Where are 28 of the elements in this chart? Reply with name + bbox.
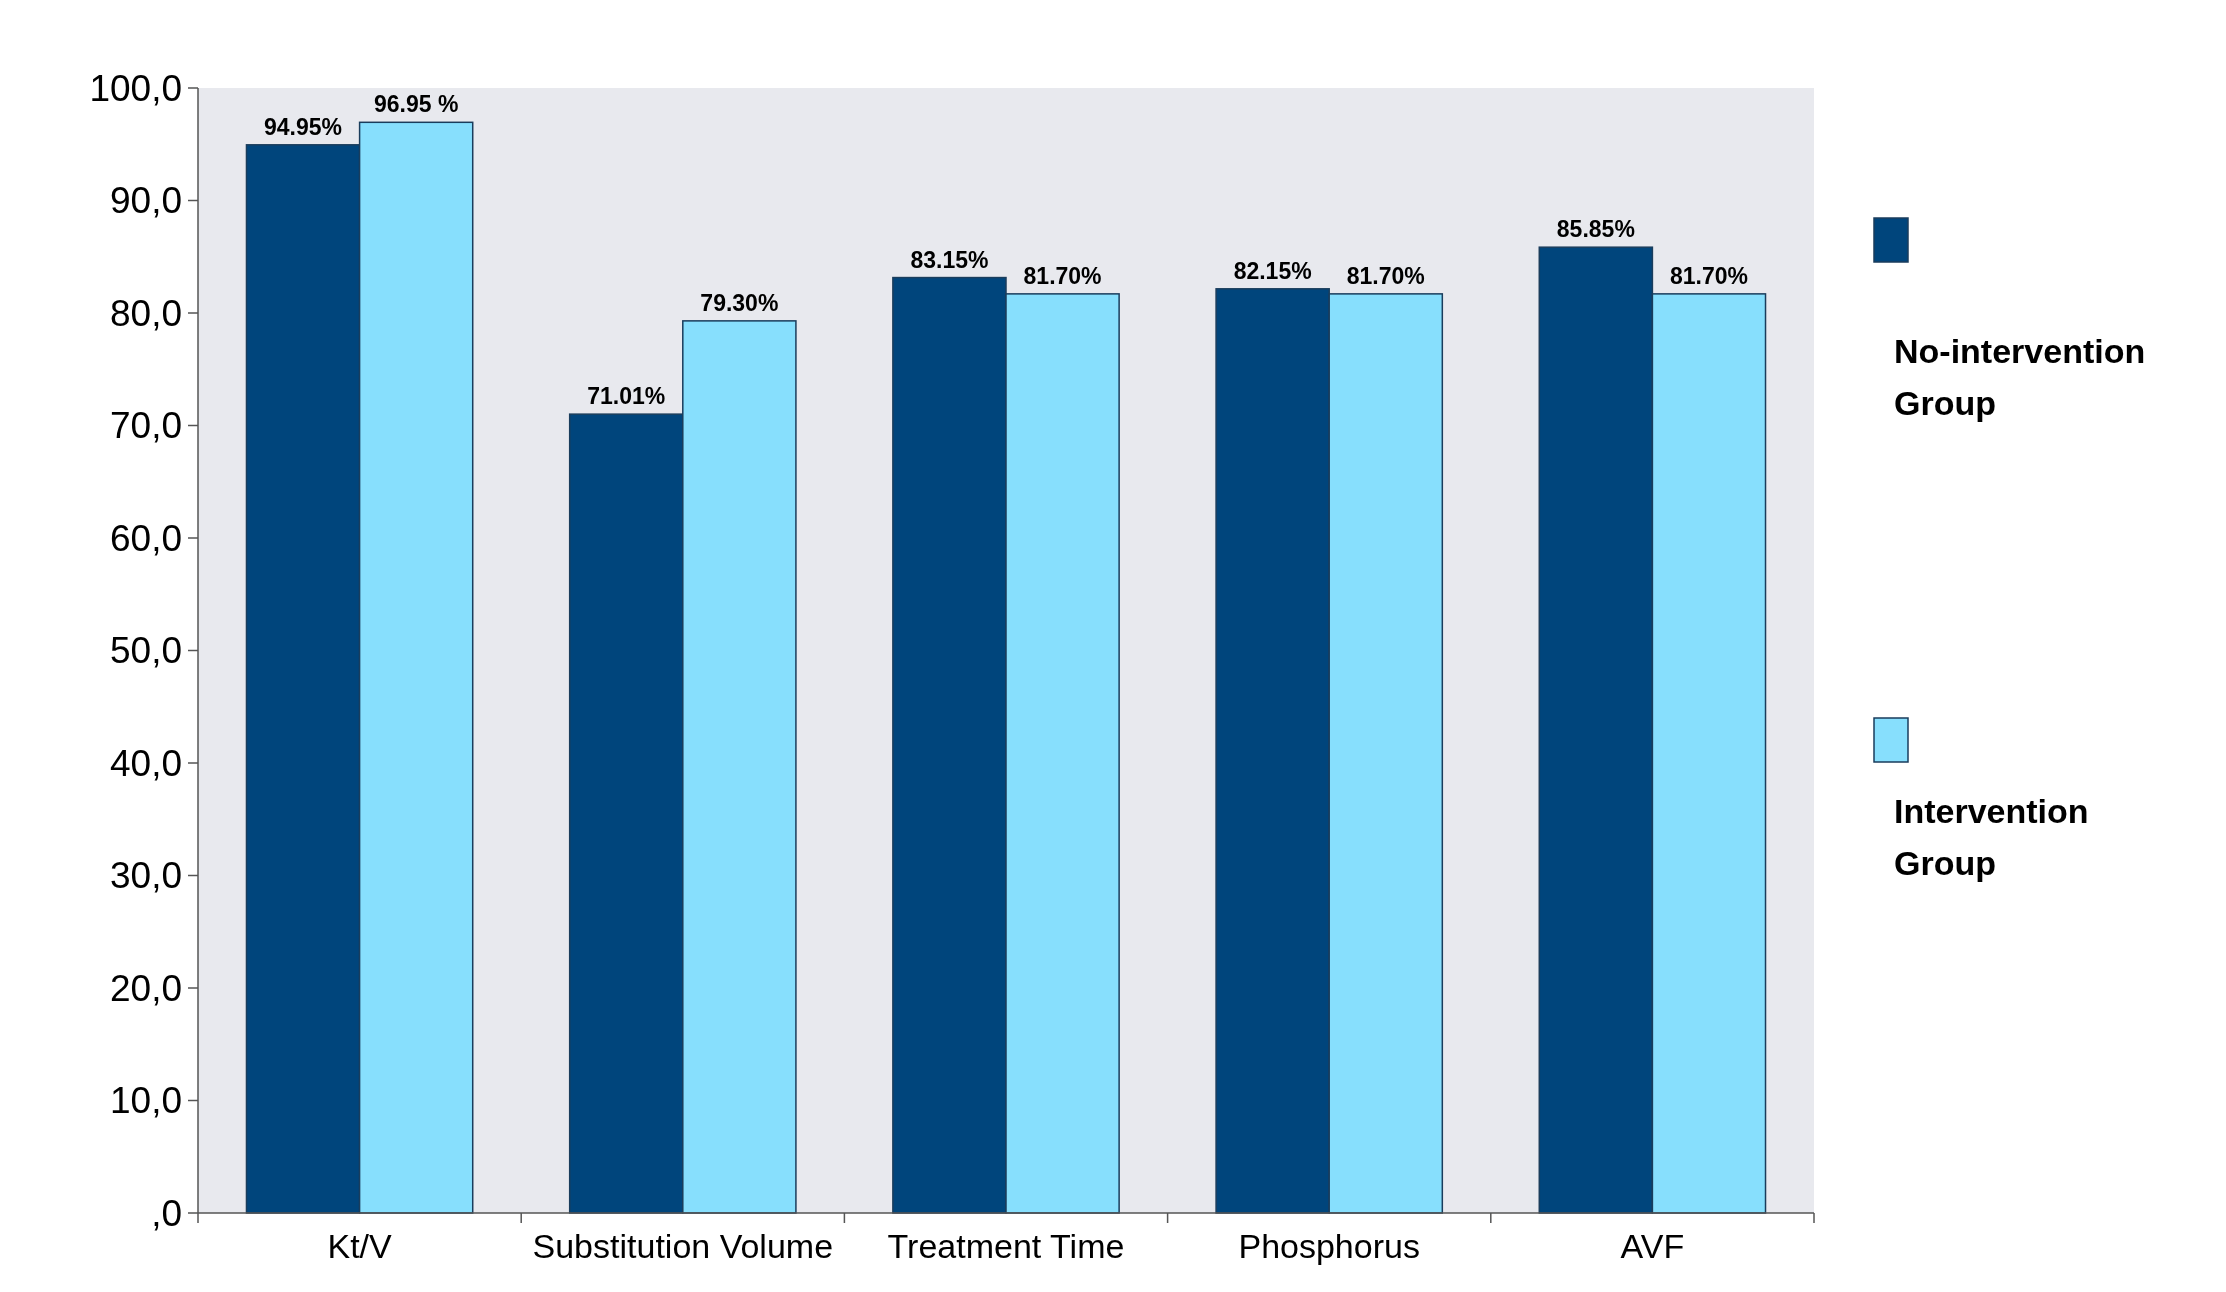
data-label: 85.85%: [1556, 216, 1635, 243]
data-label: 81.70%: [1023, 262, 1102, 289]
data-label: 96.95 %: [373, 91, 459, 118]
data-label: 81.70%: [1669, 262, 1748, 289]
legend-label: Intervention Group: [1894, 792, 2089, 882]
y-tick-label: 10,0: [109, 1080, 182, 1122]
y-tick-label: 20,0: [109, 967, 182, 1009]
y-tick-label: 60,0: [109, 517, 182, 559]
y-tick-label: 50,0: [109, 630, 182, 672]
y-tick-label: 80,0: [109, 292, 182, 334]
y-tick-label: 90,0: [109, 180, 182, 222]
y-tick-label: 70,0: [109, 405, 182, 447]
x-tick-label: AVF: [1620, 1227, 1685, 1265]
x-tick-label: Treatment Time: [887, 1227, 1125, 1265]
data-label: 81.70%: [1346, 262, 1425, 289]
y-tick-label: 40,0: [109, 742, 182, 784]
data-label: 71.01%: [587, 383, 666, 410]
y-tick-label: 30,0: [109, 855, 182, 897]
data-label: 82.15%: [1233, 257, 1312, 284]
data-label: 79.30%: [700, 289, 779, 316]
data-label: 94.95%: [264, 113, 343, 140]
x-tick-label: Substitution Volume: [532, 1227, 834, 1265]
x-tick-label: Kt/V: [327, 1227, 393, 1265]
y-tick-label: ,0: [151, 1192, 182, 1234]
data-label: 83.15%: [910, 246, 989, 273]
text: No-intervention Group: [1894, 332, 2146, 422]
x-tick-label: Phosphorus: [1238, 1227, 1420, 1265]
y-tick-label: 100,0: [89, 67, 182, 109]
